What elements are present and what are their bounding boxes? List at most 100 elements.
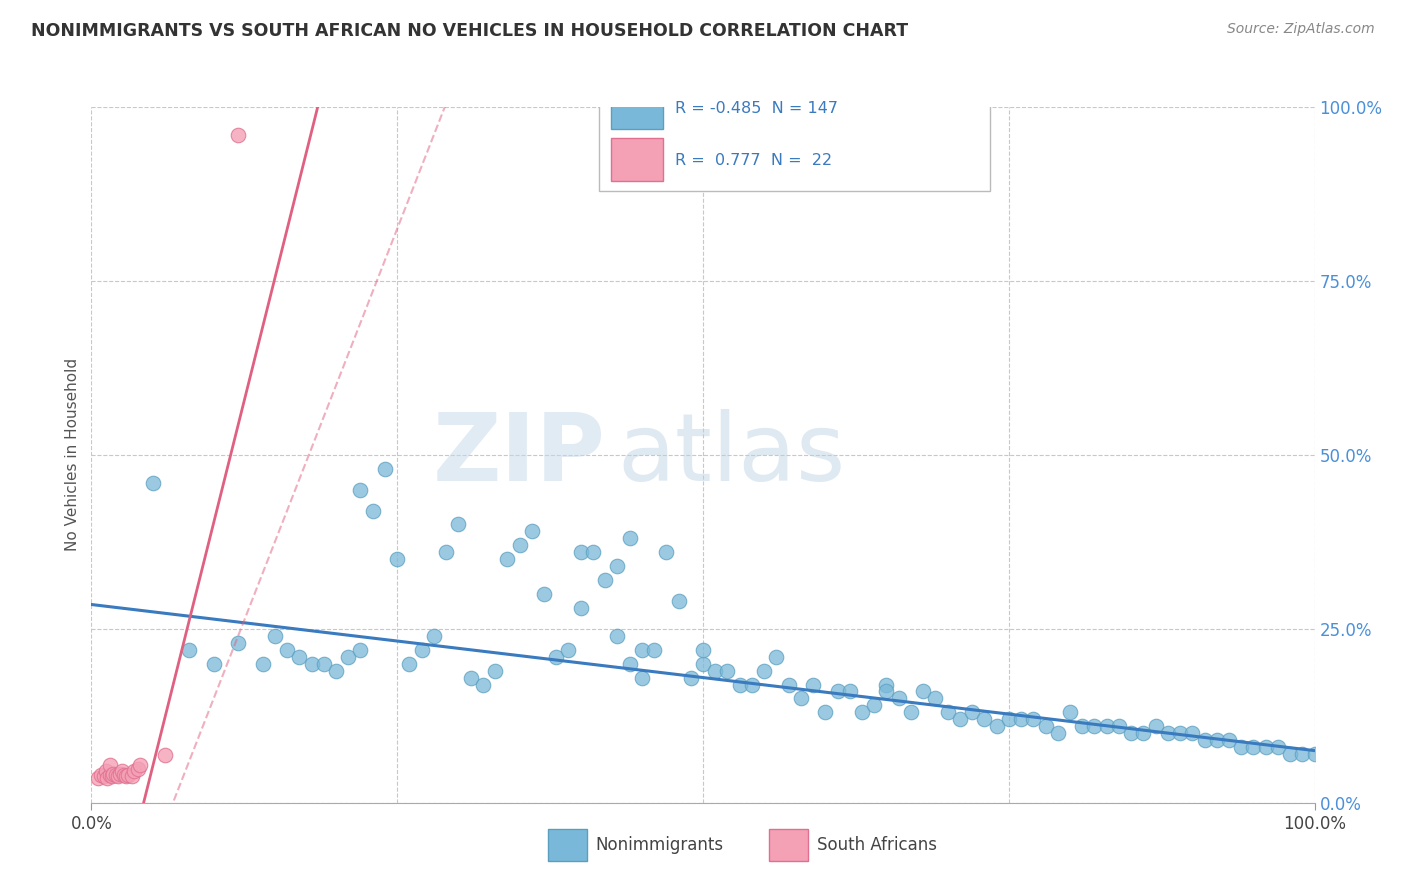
Point xyxy=(276,642,298,657)
Point xyxy=(692,657,714,671)
Point xyxy=(121,769,143,783)
Point xyxy=(924,691,946,706)
Point xyxy=(112,768,135,782)
Point xyxy=(778,677,800,691)
Point xyxy=(582,545,605,559)
Point xyxy=(716,664,738,678)
Point xyxy=(484,664,506,678)
Point xyxy=(998,712,1021,726)
Point xyxy=(93,769,115,783)
Point xyxy=(973,712,995,726)
Point xyxy=(851,706,873,720)
Point xyxy=(679,671,702,685)
Point xyxy=(1108,719,1130,733)
FancyBboxPatch shape xyxy=(769,830,808,862)
Point xyxy=(827,684,849,698)
Point xyxy=(631,671,654,685)
Point xyxy=(960,706,983,720)
Point xyxy=(1022,712,1045,726)
Point xyxy=(569,545,592,559)
Point xyxy=(312,657,335,671)
Point xyxy=(1181,726,1204,740)
Point xyxy=(90,768,112,782)
Point xyxy=(509,538,531,552)
Point xyxy=(875,677,898,691)
Point xyxy=(1267,740,1289,755)
Point xyxy=(117,768,139,782)
Point xyxy=(423,629,446,643)
Point xyxy=(98,768,121,782)
Point xyxy=(801,677,824,691)
Point xyxy=(936,706,959,720)
Text: Source: ZipAtlas.com: Source: ZipAtlas.com xyxy=(1227,22,1375,37)
Point xyxy=(631,642,654,657)
Point xyxy=(655,545,678,559)
Point xyxy=(619,657,641,671)
Point xyxy=(1071,719,1094,733)
Point xyxy=(1121,726,1143,740)
Point xyxy=(111,764,134,779)
Point xyxy=(108,766,131,780)
Point xyxy=(1230,740,1253,755)
Point xyxy=(1157,726,1180,740)
Point xyxy=(374,462,396,476)
Point xyxy=(226,128,249,142)
Point xyxy=(1095,719,1118,733)
Point xyxy=(103,766,125,780)
Point xyxy=(1243,740,1265,755)
Point xyxy=(1059,706,1081,720)
Point xyxy=(728,677,751,691)
Point xyxy=(1291,747,1313,761)
Y-axis label: No Vehicles in Household: No Vehicles in Household xyxy=(65,359,80,551)
Point xyxy=(1046,726,1069,740)
Point xyxy=(447,517,470,532)
Point xyxy=(86,772,108,786)
Point xyxy=(741,677,763,691)
Point xyxy=(1168,726,1191,740)
Point xyxy=(606,629,628,643)
Point xyxy=(668,594,690,608)
Point xyxy=(1083,719,1105,733)
Point xyxy=(1205,733,1227,747)
Point xyxy=(129,757,152,772)
Point xyxy=(593,573,616,587)
Point xyxy=(606,559,628,574)
Point xyxy=(900,706,922,720)
Point xyxy=(179,642,201,657)
Point xyxy=(361,503,384,517)
Point xyxy=(252,657,274,671)
Text: atlas: atlas xyxy=(617,409,845,501)
Point xyxy=(264,629,287,643)
FancyBboxPatch shape xyxy=(599,76,990,191)
FancyBboxPatch shape xyxy=(612,87,662,129)
Point xyxy=(1144,719,1167,733)
Point xyxy=(122,764,145,779)
Point xyxy=(202,657,225,671)
Point xyxy=(986,719,1008,733)
Point xyxy=(434,545,457,559)
Point xyxy=(288,649,311,664)
Text: Nonimmigrants: Nonimmigrants xyxy=(595,836,724,855)
Point xyxy=(765,649,787,664)
Point xyxy=(349,642,371,657)
Point xyxy=(557,642,579,657)
Point xyxy=(411,642,433,657)
Point xyxy=(1132,726,1154,740)
Point xyxy=(1010,712,1032,726)
Point xyxy=(1303,747,1326,761)
Point xyxy=(385,552,409,566)
Point xyxy=(838,684,860,698)
Point xyxy=(1254,740,1277,755)
Point xyxy=(104,768,127,782)
Point xyxy=(127,763,149,777)
Point xyxy=(754,664,776,678)
Point xyxy=(94,764,117,779)
Point xyxy=(460,671,482,685)
Text: R =  0.777  N =  22: R = 0.777 N = 22 xyxy=(675,153,832,168)
Point xyxy=(1035,719,1057,733)
Point xyxy=(704,664,727,678)
Point xyxy=(643,642,665,657)
Point xyxy=(520,524,543,539)
Text: NONIMMIGRANTS VS SOUTH AFRICAN NO VEHICLES IN HOUSEHOLD CORRELATION CHART: NONIMMIGRANTS VS SOUTH AFRICAN NO VEHICL… xyxy=(31,22,908,40)
Point xyxy=(912,684,935,698)
